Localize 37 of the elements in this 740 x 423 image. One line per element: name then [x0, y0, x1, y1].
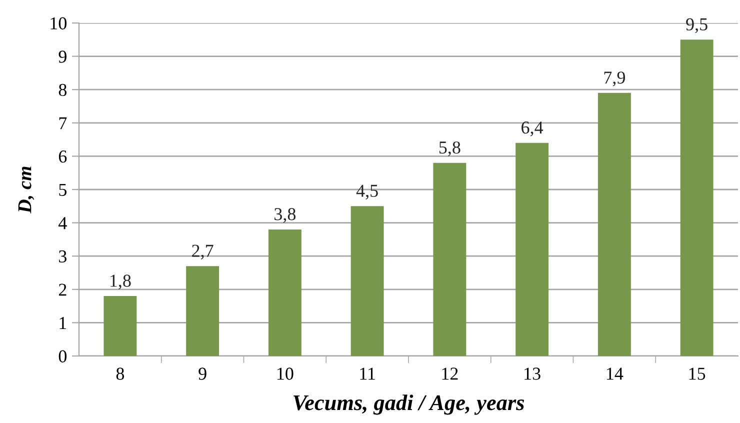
data-label: 5,8	[439, 141, 460, 156]
y-tick-label: 4	[58, 217, 67, 230]
data-label: 9,5	[686, 18, 708, 34]
x-tick-label: 12	[442, 368, 458, 380]
y-axis-title: D, cm	[18, 166, 34, 214]
x-tick-label: 11	[360, 368, 375, 380]
y-tick-label: 9	[58, 50, 66, 63]
x-tick-label: 14	[607, 368, 624, 380]
y-tick-label: 6	[58, 150, 67, 163]
data-label: 4,5	[356, 184, 378, 200]
bar	[104, 296, 137, 356]
bar	[433, 162, 466, 356]
y-tick-label: 1	[60, 317, 66, 329]
x-tick-label: 8	[116, 368, 124, 380]
y-tick-label: 8	[58, 84, 67, 96]
x-tick-label: 15	[689, 368, 706, 380]
y-tick-label: 5	[59, 184, 66, 196]
y-tick-label: 0	[58, 350, 67, 362]
x-tick-label: 9	[198, 368, 206, 380]
x-tick-label: 13	[524, 368, 540, 380]
data-label: 1,8	[110, 274, 131, 290]
bar	[268, 229, 302, 356]
data-label: 2,7	[192, 244, 214, 260]
data-label: 6,4	[522, 122, 544, 136]
y-tick-label: 3	[59, 250, 66, 263]
bar	[516, 142, 549, 356]
y-tick-label: 10	[50, 17, 67, 30]
x-tick-label: 10	[278, 368, 294, 380]
x-axis-title: Vecums, gadi / Age, years	[294, 394, 524, 415]
bar	[350, 206, 384, 356]
data-label: 7,9	[604, 72, 625, 86]
y-tick-label: 7	[59, 117, 67, 130]
bar	[598, 92, 631, 356]
data-label: 3,8	[274, 208, 296, 223]
y-tick-label: 2	[58, 284, 66, 296]
bar	[680, 40, 714, 356]
bar	[186, 266, 220, 356]
